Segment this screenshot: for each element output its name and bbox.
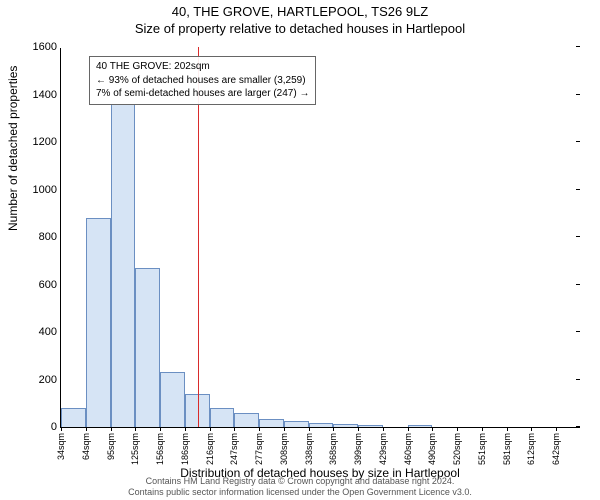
y-tick-mark: [576, 141, 580, 142]
histogram-bar: [259, 419, 284, 427]
y-tick-mark: [576, 284, 580, 285]
y-tick-mark: [576, 46, 580, 47]
histogram-bar: [309, 423, 334, 427]
chart-title-desc: Size of property relative to detached ho…: [0, 19, 600, 36]
y-tick-mark: [576, 379, 580, 380]
histogram-bar: [358, 425, 383, 427]
x-tick-label: 308sqm: [279, 433, 289, 465]
y-tick-label: 600: [39, 279, 61, 291]
y-tick-mark: [576, 94, 580, 95]
x-tick-mark: [383, 427, 384, 431]
x-tick-label: 125sqm: [130, 433, 140, 465]
x-tick-mark: [185, 427, 186, 431]
histogram-bar: [135, 268, 160, 427]
y-tick-mark: [576, 426, 580, 427]
x-tick-mark: [284, 427, 285, 431]
x-tick-mark: [482, 427, 483, 431]
x-tick-mark: [210, 427, 211, 431]
footer-line2: Contains public sector information licen…: [0, 487, 600, 498]
histogram-bar: [210, 408, 235, 427]
annotation-line1: 40 THE GROVE: 202sqm: [96, 60, 309, 74]
x-tick-mark: [160, 427, 161, 431]
x-tick-label: 460sqm: [403, 433, 413, 465]
x-tick-mark: [309, 427, 310, 431]
histogram-bar: [284, 421, 309, 427]
y-tick-mark: [576, 331, 580, 332]
y-tick-label: 1600: [33, 41, 61, 53]
x-tick-label: 642sqm: [551, 433, 561, 465]
x-tick-label: 64sqm: [81, 433, 91, 460]
x-tick-mark: [135, 427, 136, 431]
x-tick-label: 95sqm: [106, 433, 116, 460]
histogram-bar: [111, 104, 136, 427]
x-tick-label: 612sqm: [526, 433, 536, 465]
footer: Contains HM Land Registry data © Crown c…: [0, 476, 600, 498]
y-tick-label: 800: [39, 231, 61, 243]
y-axis-label: Number of detached properties: [6, 66, 20, 231]
x-tick-label: 581sqm: [502, 433, 512, 465]
histogram-bar: [86, 218, 111, 427]
x-tick-mark: [457, 427, 458, 431]
x-tick-mark: [234, 427, 235, 431]
annotation-line2: ← 93% of detached houses are smaller (3,…: [96, 74, 309, 88]
annotation-line3: 7% of semi-detached houses are larger (2…: [96, 87, 309, 101]
y-tick-label: 1200: [33, 136, 61, 148]
x-tick-label: 247sqm: [229, 433, 239, 465]
x-tick-label: 551sqm: [477, 433, 487, 465]
y-tick-label: 1400: [33, 89, 61, 101]
x-tick-label: 156sqm: [155, 433, 165, 465]
x-tick-label: 490sqm: [427, 433, 437, 465]
x-tick-label: 186sqm: [180, 433, 190, 465]
x-tick-mark: [259, 427, 260, 431]
x-tick-mark: [408, 427, 409, 431]
footer-line1: Contains HM Land Registry data © Crown c…: [0, 476, 600, 487]
y-tick-label: 200: [39, 374, 61, 386]
x-tick-mark: [358, 427, 359, 431]
histogram-plot: 0200400600800100012001400160034sqm64sqm9…: [60, 48, 580, 428]
x-tick-label: 399sqm: [353, 433, 363, 465]
histogram-bar: [234, 413, 259, 427]
x-tick-mark: [61, 427, 62, 431]
histogram-bar: [61, 408, 86, 427]
histogram-bar: [160, 372, 185, 427]
y-tick-mark: [576, 189, 580, 190]
x-tick-mark: [507, 427, 508, 431]
y-tick-mark: [576, 236, 580, 237]
x-tick-label: 368sqm: [328, 433, 338, 465]
x-tick-mark: [556, 427, 557, 431]
x-tick-mark: [531, 427, 532, 431]
y-tick-label: 400: [39, 326, 61, 338]
x-tick-label: 520sqm: [452, 433, 462, 465]
x-tick-label: 34sqm: [56, 433, 66, 460]
x-tick-mark: [86, 427, 87, 431]
x-tick-label: 429sqm: [378, 433, 388, 465]
chart-title-address: 40, THE GROVE, HARTLEPOOL, TS26 9LZ: [0, 0, 600, 19]
histogram-bar: [333, 424, 358, 427]
x-tick-label: 277sqm: [254, 433, 264, 465]
x-tick-mark: [333, 427, 334, 431]
histogram-bar: [408, 425, 433, 427]
x-tick-mark: [432, 427, 433, 431]
y-tick-label: 0: [51, 421, 61, 433]
x-tick-mark: [111, 427, 112, 431]
annotation-box: 40 THE GROVE: 202sqm← 93% of detached ho…: [89, 56, 316, 105]
x-tick-label: 338sqm: [304, 433, 314, 465]
y-tick-label: 1000: [33, 184, 61, 196]
x-tick-label: 216sqm: [205, 433, 215, 465]
